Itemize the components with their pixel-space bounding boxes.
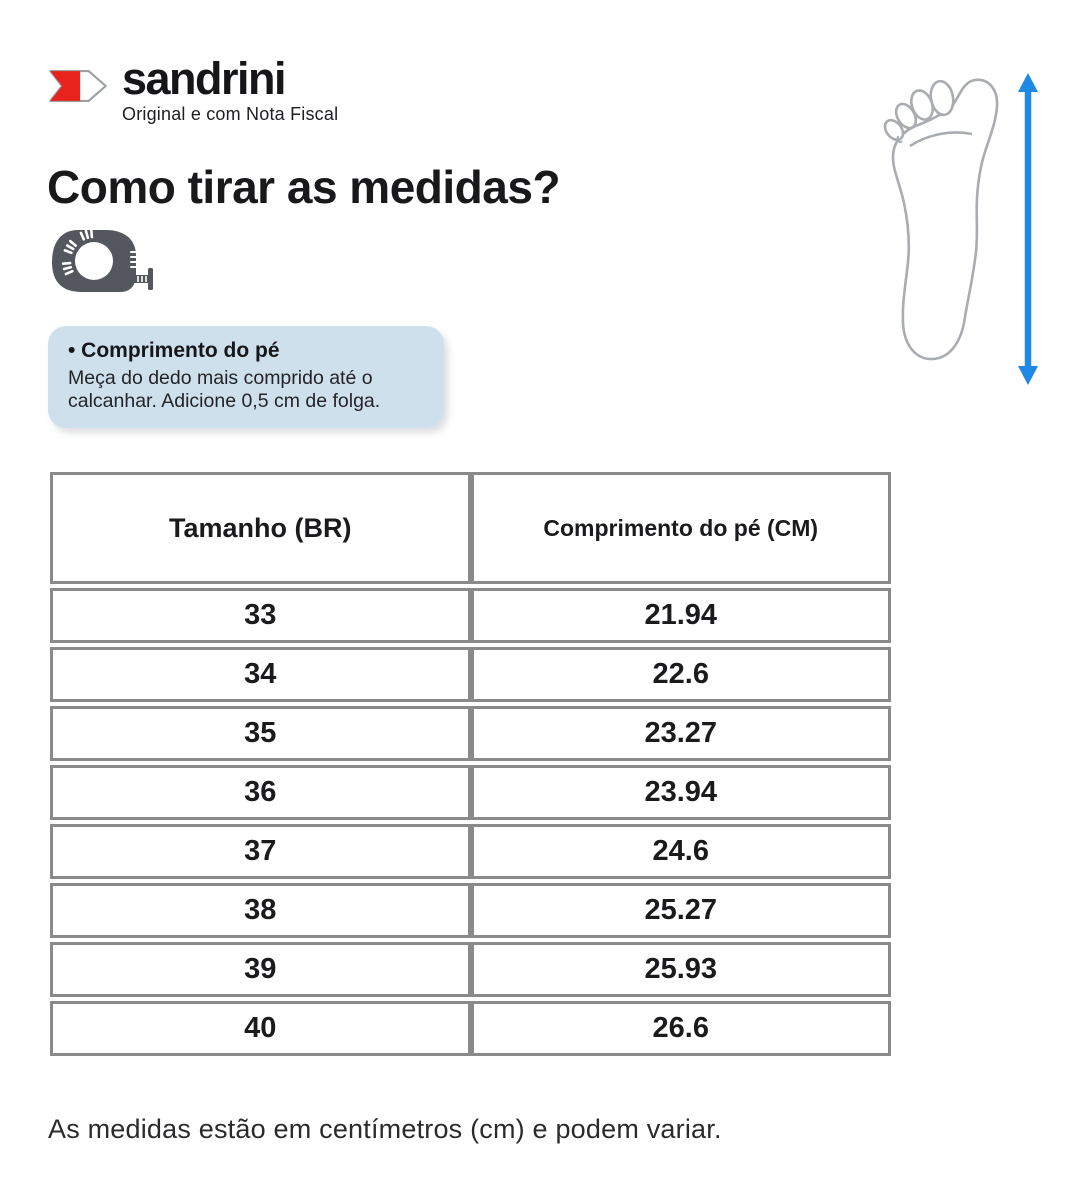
brand-name: sandrini	[122, 53, 287, 104]
size-table-header: Tamanho (BR) Comprimento do pé (CM)	[50, 472, 891, 584]
column-header-size-br: Tamanho (BR)	[50, 472, 471, 584]
foot-length-cm-cell: 26.6	[470, 1001, 891, 1056]
size-br-cell: 39	[50, 942, 471, 997]
column-header-foot-length-cm: Comprimento do pé (CM)	[470, 472, 891, 584]
length-arrow-icon	[1018, 73, 1038, 385]
brand-arrow-icon	[49, 70, 107, 102]
foot-length-cm-cell: 22.6	[470, 647, 891, 702]
size-br-cell: 38	[50, 883, 471, 938]
brand-tagline: Original e com Nota Fiscal	[122, 104, 339, 124]
size-br-cell: 35	[50, 706, 471, 761]
measurement-tip-box: • Comprimento do pé Meça do dedo mais co…	[48, 326, 444, 428]
size-table-row: 38 25.27	[50, 883, 891, 938]
size-br-cell: 33	[50, 588, 471, 643]
size-table-body: 33 21.94 34 22.6 35 23.27 36 23.94 37 24.6 38 25.27…	[50, 588, 891, 1056]
size-table-row: 36 23.94	[50, 765, 891, 820]
foot-length-cm-cell: 25.27	[470, 883, 891, 938]
size-table-row: 37 24.6	[50, 824, 891, 879]
foot-outline-icon	[883, 78, 999, 361]
size-br-cell: 36	[50, 765, 471, 820]
size-table-header-row: Tamanho (BR) Comprimento do pé (CM)	[50, 472, 891, 584]
size-table-row: 40 26.6	[50, 1001, 891, 1056]
size-table: Tamanho (BR) Comprimento do pé (CM) 33 21…	[50, 468, 891, 1060]
foot-measure-figure	[883, 73, 1038, 385]
tip-line-1: Meça do dedo mais comprido até o	[68, 367, 373, 389]
foot-length-cm-cell: 23.27	[470, 706, 891, 761]
brand-logo: sandrini Original e com Nota Fiscal	[46, 56, 338, 125]
size-table-row: 35 23.27	[50, 706, 891, 761]
page-title: Como tirar as medidas?	[47, 161, 561, 213]
size-table-row: 39 25.93	[50, 942, 891, 997]
footnote: As medidas estão em centímetros (cm) e p…	[48, 1114, 722, 1144]
tip-title: • Comprimento do pé	[68, 339, 280, 362]
foot-length-cm-cell: 23.94	[470, 765, 891, 820]
size-table-row: 33 21.94	[50, 588, 891, 643]
tape-measure-icon	[52, 228, 153, 292]
brand-text-block: sandrini Original e com Nota Fiscal	[122, 56, 338, 125]
size-br-cell: 40	[50, 1001, 471, 1056]
tip-body: Meça do dedo mais comprido até o calcanh…	[68, 367, 424, 413]
tip-line-2: calcanhar. Adicione 0,5 cm de folga.	[68, 390, 381, 412]
foot-length-cm-cell: 21.94	[470, 588, 891, 643]
foot-length-cm-cell: 24.6	[470, 824, 891, 879]
size-br-cell: 34	[50, 647, 471, 702]
size-table-row: 34 22.6	[50, 647, 891, 702]
size-br-cell: 37	[50, 824, 471, 879]
foot-length-cm-cell: 25.93	[470, 942, 891, 997]
